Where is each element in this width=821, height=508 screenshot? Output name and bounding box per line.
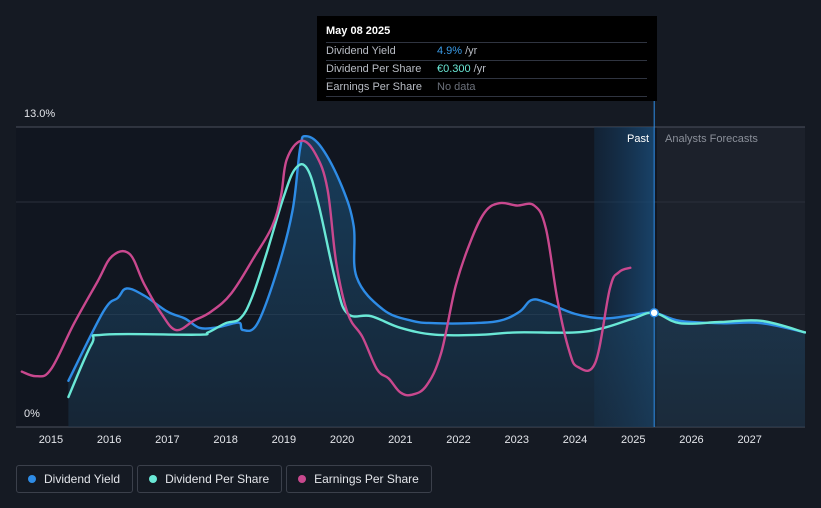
tooltip-row-earnings-per-share: Earnings Per Share No data — [326, 78, 647, 97]
tooltip-unit: /yr — [473, 63, 486, 75]
earnings-per-share-line — [20, 139, 632, 397]
legend-label: Dividend Per Share — [165, 472, 270, 486]
x-tick-label: 2019 — [272, 434, 296, 446]
x-tick-label: 2017 — [155, 434, 179, 446]
legend-item-earnings-per-share[interactable]: Earnings Per Share — [286, 465, 432, 493]
dividend-yield-line — [67, 134, 806, 382]
tooltip-row-dividend-yield: Dividend Yield 4.9% /yr — [326, 42, 647, 60]
hover-marker — [649, 308, 659, 318]
tooltip-value: 4.9% — [437, 45, 463, 57]
x-tick-label: 2021 — [388, 434, 412, 446]
x-tick-label: 2023 — [505, 434, 529, 446]
x-tick-label: 2018 — [213, 434, 237, 446]
tooltip-unit: /yr — [465, 45, 478, 57]
tooltip-value: €0.300 — [437, 63, 471, 75]
dividend-yield-area — [68, 136, 805, 427]
legend-dot-icon — [28, 475, 36, 483]
legend-label: Dividend Yield — [44, 472, 121, 486]
legend-dot-icon — [298, 475, 307, 483]
legend-item-dividend-per-share[interactable]: Dividend Per Share — [137, 465, 283, 493]
tooltip-label: Dividend Per Share — [326, 63, 422, 75]
dividend-per-share-line — [67, 162, 806, 399]
x-tick-label: 2025 — [621, 434, 645, 446]
legend: Dividend Yield Dividend Per Share Earnin… — [16, 465, 432, 493]
tooltip-value: No data — [437, 81, 476, 93]
x-tick-label: 2027 — [737, 434, 761, 446]
x-tick-label: 2022 — [446, 434, 470, 446]
tooltip-label: Earnings Per Share — [326, 81, 422, 93]
x-tick-label: 2015 — [39, 434, 63, 446]
y-axis-max-label: 13.0% — [24, 108, 56, 120]
x-tick-label: 2020 — [330, 434, 354, 446]
tooltip-row-dividend-per-share: Dividend Per Share €0.300 /yr — [326, 60, 647, 78]
legend-label: Earnings Per Share — [314, 472, 419, 486]
tooltip-date: May 08 2025 — [326, 25, 391, 37]
past-label: Past — [627, 133, 649, 145]
legend-dot-icon — [149, 475, 158, 483]
tooltip-label: Dividend Yield — [326, 45, 396, 57]
analysts-forecasts-label: Analysts Forecasts — [665, 133, 758, 145]
x-axis: 2015 2016 2017 2018 2019 2020 2021 2022 2023 2024… — [39, 434, 762, 446]
legend-item-dividend-yield[interactable]: Dividend Yield — [16, 465, 134, 493]
tooltip: May 08 2025 Dividend Yield 4.9% /yr Divi… — [317, 16, 657, 101]
x-tick-label: 2016 — [97, 434, 121, 446]
x-tick-label: 2026 — [679, 434, 703, 446]
x-tick-label: 2024 — [563, 434, 587, 446]
y-axis-min-label: 0% — [24, 408, 40, 420]
